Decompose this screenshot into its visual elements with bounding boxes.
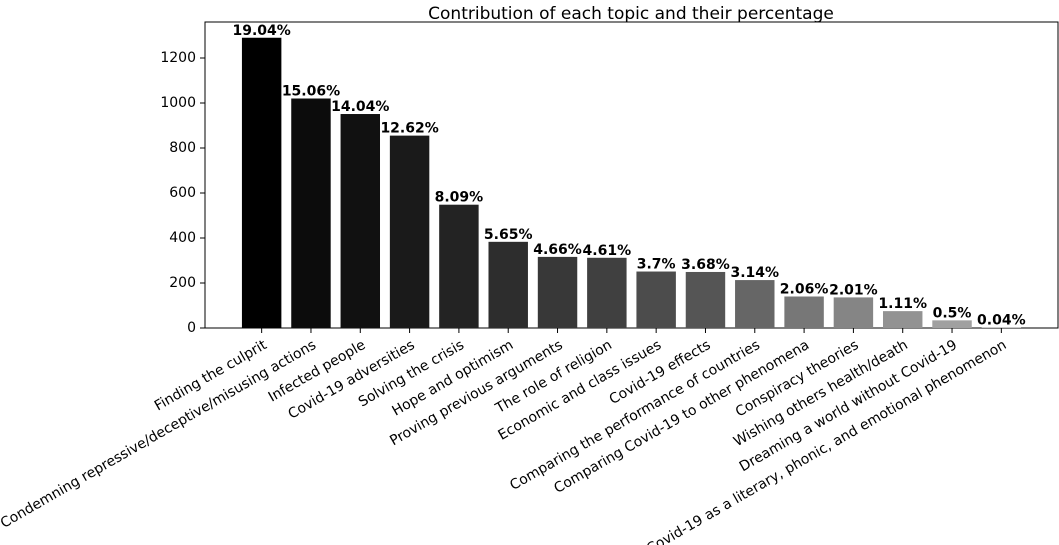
bar-label: 0.5%	[933, 305, 972, 321]
bar	[685, 271, 726, 328]
bar	[784, 296, 824, 328]
y-tick-label: 600	[169, 185, 196, 201]
y-tick-label: 1200	[160, 50, 196, 66]
bar	[981, 327, 1022, 328]
bar	[340, 114, 381, 329]
y-tick-label: 200	[169, 275, 196, 291]
bar	[241, 37, 282, 328]
bar	[389, 135, 430, 328]
bar-label: 19.04%	[233, 23, 291, 39]
bar-label: 1.11%	[878, 296, 927, 312]
bar	[882, 311, 923, 328]
bar	[488, 241, 528, 328]
bar-label: 8.09%	[435, 190, 484, 206]
bar	[932, 320, 972, 328]
bar-label: 15.06%	[282, 84, 340, 100]
y-tick-label: 400	[169, 230, 196, 246]
bar-label: 4.61%	[583, 243, 632, 259]
bar-label: 14.04%	[331, 99, 389, 115]
plot-frame	[204, 21, 1059, 329]
chart-title: Contribution of each topic and their per…	[428, 4, 834, 24]
bar	[735, 280, 775, 328]
y-tick-label: 1000	[160, 95, 196, 111]
bar	[291, 98, 331, 328]
bar	[587, 257, 627, 328]
bar-label: 2.06%	[780, 282, 829, 298]
bar-label: 2.01%	[829, 282, 878, 298]
x-tick-label: Condemning repressive/deceptive/misusing…	[0, 337, 319, 532]
bar	[439, 204, 479, 328]
bar	[537, 256, 578, 328]
bar-label: 4.66%	[533, 242, 582, 258]
bar-label: 12.62%	[380, 121, 438, 137]
bar-label: 3.68%	[681, 257, 730, 273]
bar-label: 3.14%	[730, 265, 779, 281]
bar-label: 3.7%	[637, 257, 676, 273]
bar	[636, 271, 676, 328]
y-tick-label: 800	[169, 140, 196, 156]
bar-label: 0.04%	[977, 312, 1026, 328]
y-tick-label: 0	[187, 320, 196, 336]
bar	[833, 297, 874, 328]
bar-label: 5.65%	[484, 227, 533, 243]
